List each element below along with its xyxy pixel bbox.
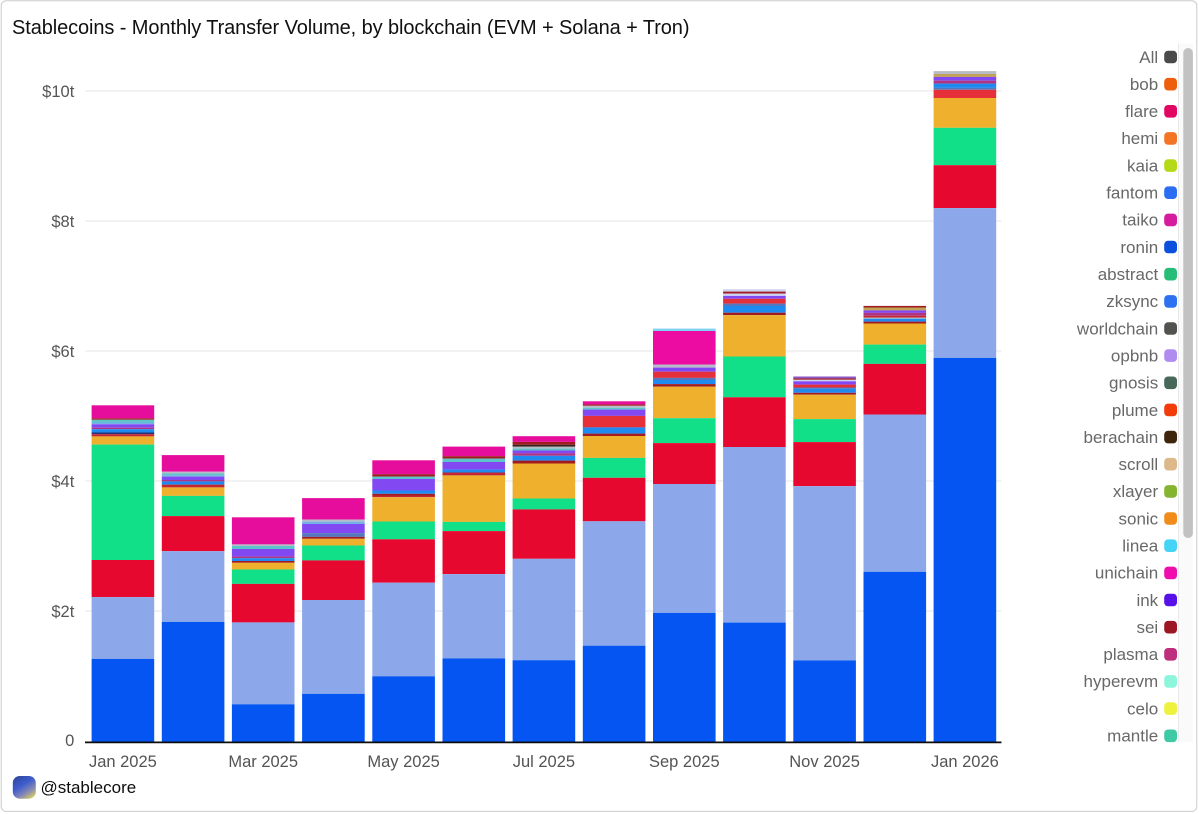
svg-text:ronin: ronin xyxy=(1120,238,1158,257)
svg-text:kaia: kaia xyxy=(1127,156,1159,175)
svg-text:Jan 2025: Jan 2025 xyxy=(89,753,157,771)
svg-text:$2t: $2t xyxy=(51,603,74,621)
svg-text:opbnb: opbnb xyxy=(1111,346,1158,365)
svg-text:gnosis: gnosis xyxy=(1109,374,1158,393)
svg-text:0: 0 xyxy=(65,732,74,750)
svg-text:Sep 2025: Sep 2025 xyxy=(649,753,720,771)
svg-text:unichain: unichain xyxy=(1095,564,1158,583)
svg-text:$6t: $6t xyxy=(51,343,74,361)
svg-text:$10t: $10t xyxy=(42,83,75,101)
svg-text:hyperevm: hyperevm xyxy=(1084,672,1159,691)
svg-text:mantle: mantle xyxy=(1107,727,1158,746)
svg-text:Stablecoins - Monthly Transfer: Stablecoins - Monthly Transfer Volume, b… xyxy=(12,17,689,39)
svg-text:zksync: zksync xyxy=(1106,292,1158,311)
svg-text:taiko: taiko xyxy=(1122,211,1158,230)
svg-text:bob: bob xyxy=(1130,75,1158,94)
svg-text:plasma: plasma xyxy=(1103,645,1158,664)
svg-text:$8t: $8t xyxy=(51,213,74,231)
svg-text:xlayer: xlayer xyxy=(1113,482,1159,501)
svg-text:sei: sei xyxy=(1136,618,1158,637)
svg-text:worldchain: worldchain xyxy=(1076,319,1158,338)
svg-text:Jul 2025: Jul 2025 xyxy=(513,753,575,771)
svg-text:ink: ink xyxy=(1136,591,1158,610)
svg-text:flare: flare xyxy=(1125,102,1158,121)
svg-text:Mar 2025: Mar 2025 xyxy=(228,753,298,771)
svg-text:sonic: sonic xyxy=(1119,509,1159,528)
svg-text:Jan 2026: Jan 2026 xyxy=(931,753,999,771)
svg-text:linea: linea xyxy=(1122,537,1158,556)
svg-text:celo: celo xyxy=(1127,699,1158,718)
svg-text:$4t: $4t xyxy=(51,473,74,491)
svg-text:fantom: fantom xyxy=(1106,184,1158,203)
svg-text:hemi: hemi xyxy=(1121,129,1158,148)
svg-text:May 2025: May 2025 xyxy=(367,753,439,771)
svg-text:plume: plume xyxy=(1112,401,1158,420)
svg-text:berachain: berachain xyxy=(1084,428,1159,447)
svg-text:abstract: abstract xyxy=(1098,265,1159,284)
svg-text:All: All xyxy=(1139,48,1158,67)
svg-text:scroll: scroll xyxy=(1119,455,1159,474)
svg-text:Nov 2025: Nov 2025 xyxy=(789,753,860,771)
svg-text:@stablecore: @stablecore xyxy=(41,778,137,797)
